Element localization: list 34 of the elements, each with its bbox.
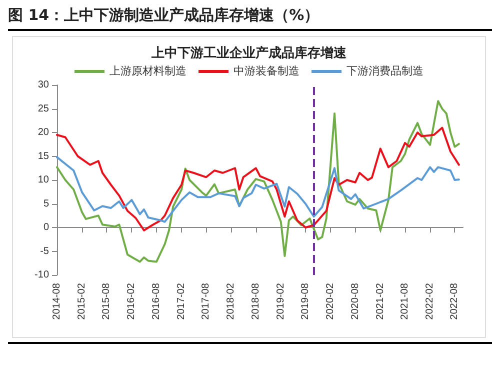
y-tick-label: 25 (38, 103, 50, 114)
x-tick-label: 2017-02 (176, 282, 188, 320)
y-tick-label: 10 (38, 174, 50, 186)
x-tick-label: 2016-08 (150, 282, 162, 320)
chart-title: 图 14：上中下游制造业产成品库存增速（%） (8, 6, 492, 31)
chart-subtitle: 上中下游工业企业产成品库存增速 (150, 45, 348, 60)
x-tick-label: 2021-02 (374, 282, 386, 320)
x-tick-label: 2018-08 (250, 282, 262, 320)
x-tick-label: 2014-08 (52, 282, 62, 320)
x-tick-label: 2019-02 (275, 282, 286, 320)
x-tick-label: 2017-08 (200, 282, 212, 320)
y-tick-label: 0 (43, 222, 50, 233)
x-tick-label: 2022-08 (449, 282, 460, 320)
y-tick-label: -5 (40, 246, 50, 257)
legend-label: 中游装备制造 (234, 64, 300, 78)
x-tick-label: 2022-02 (424, 282, 436, 320)
y-tick-label: 30 (38, 80, 50, 90)
x-tick-label: 2019-08 (300, 282, 312, 320)
line-series (56, 100, 460, 263)
legend-label: 下游消费品制造 (346, 64, 424, 78)
y-tick-label: 15 (38, 150, 50, 162)
y-tick-label: 5 (43, 198, 50, 210)
x-tick-label: 2016-02 (126, 282, 138, 320)
x-tick-label: 2020-02 (325, 282, 336, 320)
x-tick-label: 2015-02 (76, 282, 88, 320)
x-tick-label: 2015-08 (101, 282, 112, 320)
x-tick-label: 2020-08 (350, 282, 361, 320)
y-tick-label: -10 (34, 270, 50, 280)
x-tick-label: 2018-02 (226, 282, 237, 320)
line-series (56, 126, 460, 232)
line-series (56, 156, 460, 223)
y-tick-label: 20 (38, 127, 50, 138)
x-tick-label: 2021-08 (400, 282, 411, 320)
legend-label: 上游原材料制造 (110, 64, 186, 78)
